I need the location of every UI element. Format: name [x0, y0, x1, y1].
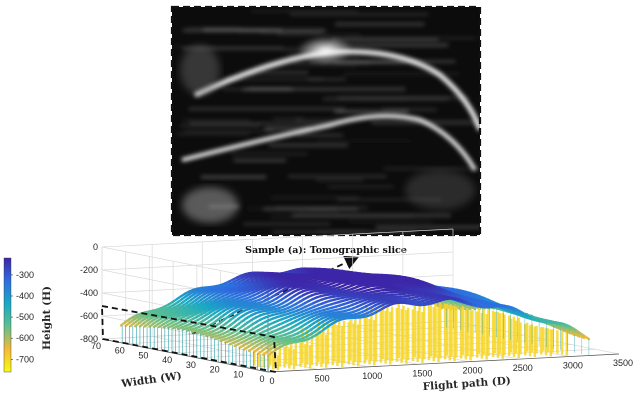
y-tick-label: 50: [138, 350, 148, 360]
tomographic-slice-image: [172, 7, 480, 235]
x-axis-label: Flight path (D): [422, 375, 511, 393]
x-tick-label: 0: [269, 376, 274, 386]
y-tick-label: 40: [162, 355, 172, 365]
y-tick-label: 30: [186, 360, 196, 370]
x-tick-label: 2500: [513, 363, 533, 373]
colorbar-tick-label: -400: [16, 291, 34, 301]
z-tick-label: -800: [80, 334, 98, 344]
colorbar-tick-label: -500: [16, 312, 34, 322]
surface-plot: [119, 267, 591, 372]
y-tick-label: 0: [259, 374, 264, 384]
tomographic-slice-border: [170, 5, 482, 237]
colorbar-tick-label: -300: [16, 270, 34, 280]
y-axis-label: Width (W): [120, 370, 183, 390]
y-tick-label: 10: [233, 369, 243, 379]
x-tick-label: 1000: [362, 371, 382, 381]
slice-caption: Sample (a): Tomographic slice: [245, 245, 407, 256]
y-tick-label: 60: [115, 346, 125, 356]
x-tick-label: 2000: [463, 366, 483, 376]
x-tick-label: 3000: [563, 361, 583, 371]
y-tick-label: 20: [210, 365, 220, 375]
z-axis-label: Height (H): [41, 286, 53, 350]
z-tick-label: -600: [80, 311, 98, 321]
z-tick-label: -200: [80, 265, 98, 275]
x-tick-label: 500: [315, 373, 330, 383]
colorbar: [3, 257, 12, 373]
z-tick-label: 0: [93, 242, 98, 252]
y-tick-label: 70: [91, 341, 101, 351]
colorbar-tick-label: -700: [16, 354, 34, 364]
x-tick-label: 1500: [412, 368, 432, 378]
colorbar-tick-label: -600: [16, 333, 34, 343]
x-tick-label: 3500: [613, 358, 633, 368]
z-tick-label: -400: [80, 288, 98, 298]
